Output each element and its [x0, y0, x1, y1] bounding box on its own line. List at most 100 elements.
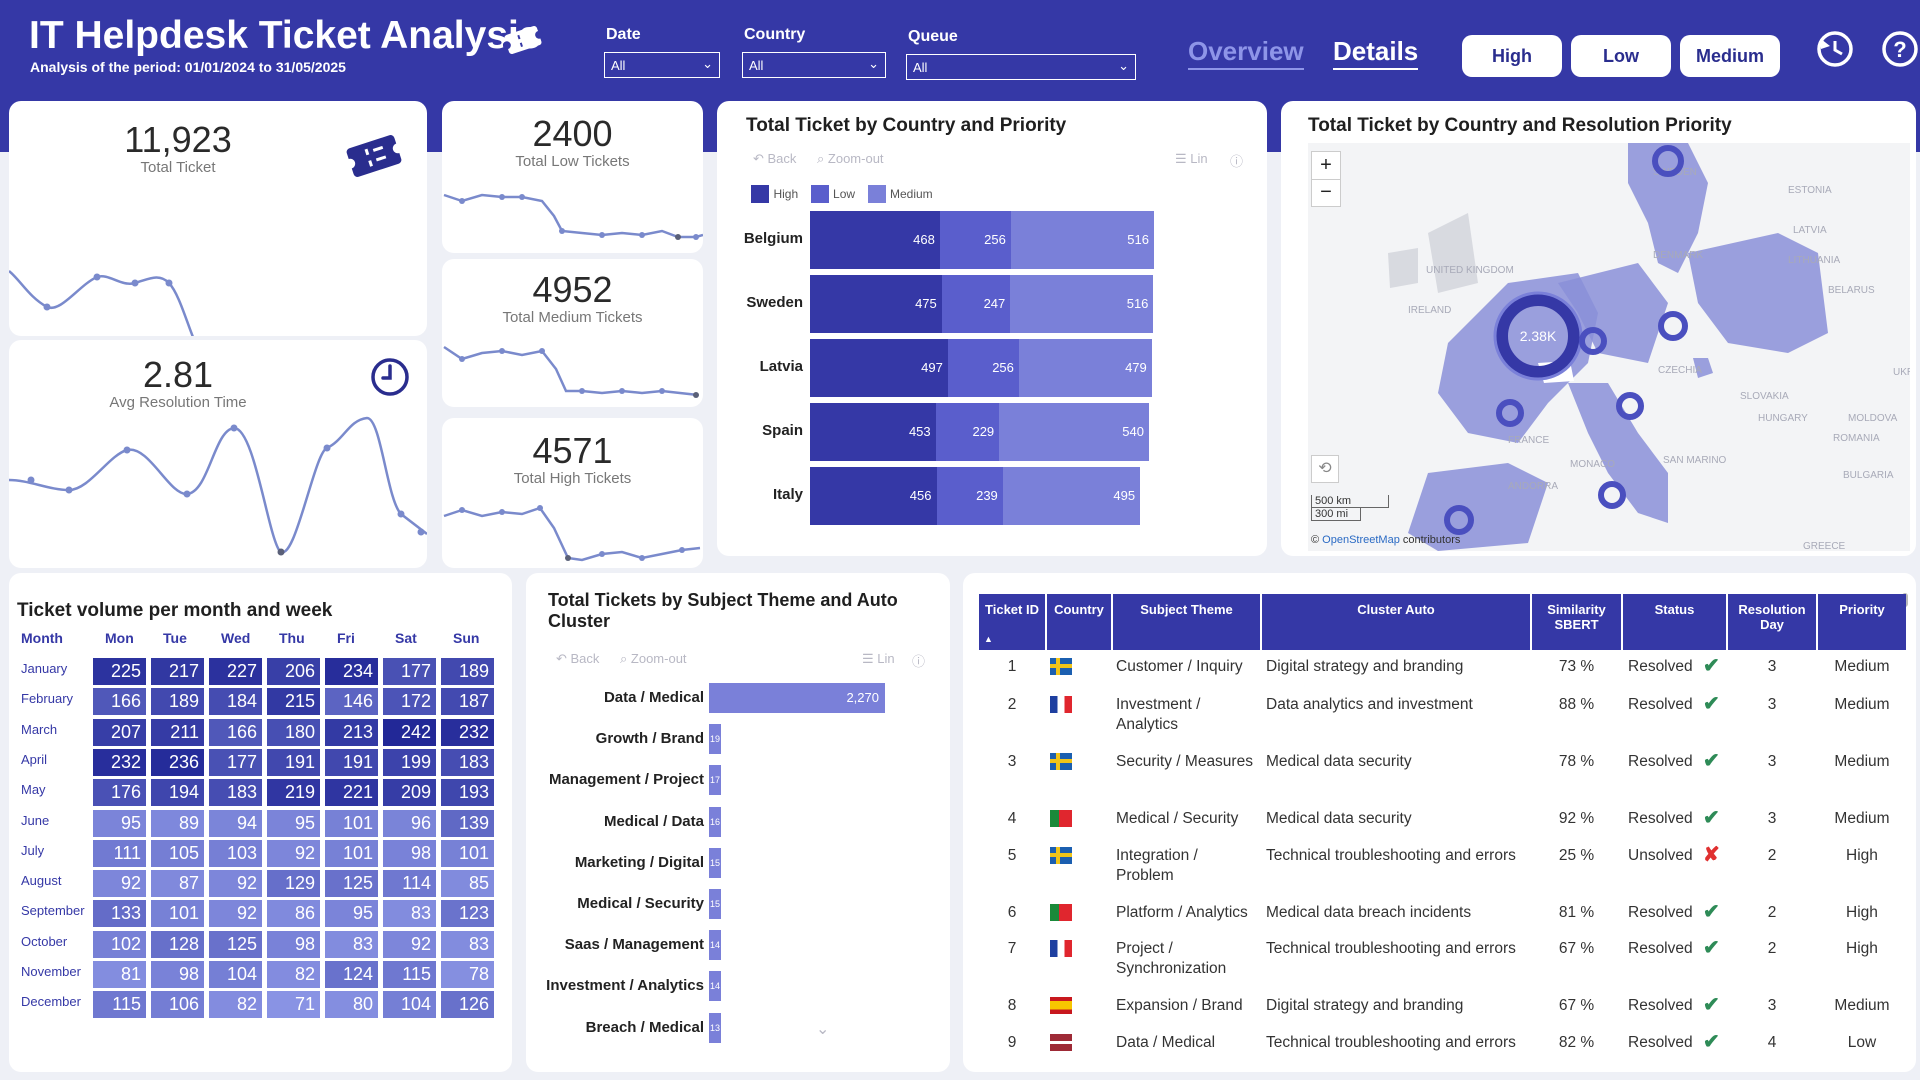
- linear-scale-toggle[interactable]: ☰ Lin: [862, 651, 895, 666]
- heatmap-cell[interactable]: 102: [93, 930, 146, 958]
- heatmap-cell[interactable]: 95: [325, 900, 378, 928]
- column-header[interactable]: Priority: [1818, 594, 1906, 650]
- map-reset-icon[interactable]: ⟲: [1311, 455, 1339, 483]
- heatmap-cell[interactable]: 98: [383, 839, 436, 867]
- heatmap-cell[interactable]: 104: [209, 961, 262, 988]
- heatmap-cell[interactable]: 92: [209, 870, 262, 898]
- heatmap-cell[interactable]: 176: [93, 779, 146, 807]
- heatmap-cell[interactable]: 209: [383, 779, 436, 807]
- heatmap-cell[interactable]: 82: [209, 991, 262, 1019]
- heatmap-cell[interactable]: 103: [209, 839, 262, 867]
- heatmap-cell[interactable]: 217: [151, 658, 204, 685]
- heatmap-cell[interactable]: 177: [209, 748, 262, 776]
- heatmap-cell[interactable]: 191: [325, 748, 378, 776]
- heatmap-cell[interactable]: 234: [325, 658, 378, 685]
- heatmap-cell[interactable]: 213: [325, 718, 378, 746]
- heatmap-cell[interactable]: 191: [267, 748, 320, 776]
- subject-bar[interactable]: 19: [709, 724, 721, 755]
- heatmap-cell[interactable]: 193: [441, 779, 494, 807]
- bar-high[interactable]: 453: [810, 403, 936, 461]
- help-icon[interactable]: ?: [1880, 29, 1920, 69]
- column-header[interactable]: Subject Theme: [1113, 594, 1260, 650]
- heatmap-cell[interactable]: 114: [383, 870, 436, 898]
- heatmap-cell[interactable]: 92: [209, 900, 262, 928]
- heatmap-cell[interactable]: 71: [267, 991, 320, 1019]
- bar-medium[interactable]: 540: [999, 403, 1149, 461]
- bar-high[interactable]: 456: [810, 467, 937, 525]
- heatmap-cell[interactable]: 232: [93, 748, 146, 776]
- bar-low[interactable]: 247: [941, 275, 1011, 333]
- info-icon[interactable]: ⓘ: [912, 654, 926, 669]
- heatmap-cell[interactable]: 225: [93, 658, 146, 685]
- heatmap-cell[interactable]: 111: [93, 839, 146, 867]
- heatmap-cell[interactable]: 183: [441, 748, 494, 776]
- subject-bar[interactable]: 13: [709, 1012, 721, 1043]
- heatmap-cell[interactable]: 206: [267, 658, 320, 685]
- heatmap-cell[interactable]: 83: [383, 900, 436, 928]
- heatmap-cell[interactable]: 101: [151, 900, 204, 928]
- heatmap-cell[interactable]: 83: [325, 930, 378, 958]
- heatmap-cell[interactable]: 242: [383, 718, 436, 746]
- bar-high[interactable]: 475: [810, 275, 942, 333]
- zoom-out-button[interactable]: ⌕ Zoom-out: [817, 151, 884, 166]
- subject-bar[interactable]: 2,270: [709, 683, 885, 713]
- priority-medium-button[interactable]: Medium: [1680, 35, 1780, 77]
- heatmap-cell[interactable]: 104: [383, 991, 436, 1019]
- heatmap-cell[interactable]: 87: [151, 870, 204, 898]
- heatmap-cell[interactable]: 81: [93, 961, 146, 988]
- map-zoom-out-button[interactable]: −: [1320, 181, 1332, 203]
- openstreetmap-link[interactable]: OpenStreetMap: [1322, 534, 1400, 546]
- heatmap-cell[interactable]: 82: [267, 961, 320, 988]
- heatmap-cell[interactable]: 128: [151, 930, 204, 958]
- subject-bar[interactable]: 17: [709, 765, 721, 796]
- bar-high[interactable]: 497: [810, 339, 948, 397]
- tab-overview[interactable]: Overview: [1188, 36, 1304, 70]
- column-header[interactable]: Similarity SBERT: [1532, 594, 1621, 650]
- heatmap-cell[interactable]: 101: [325, 839, 378, 867]
- bar-high[interactable]: 468: [810, 211, 940, 269]
- heatmap-cell[interactable]: 129: [267, 870, 320, 898]
- heatmap-cell[interactable]: 139: [441, 809, 494, 837]
- priority-high-button[interactable]: High: [1462, 35, 1562, 77]
- heatmap-cell[interactable]: 166: [209, 718, 262, 746]
- subject-bar[interactable]: 16: [709, 806, 721, 837]
- heatmap-cell[interactable]: 123: [441, 900, 494, 928]
- heatmap-cell[interactable]: 96: [383, 809, 436, 837]
- heatmap-cell[interactable]: 199: [383, 748, 436, 776]
- heatmap-cell[interactable]: 166: [93, 688, 146, 716]
- info-icon[interactable]: ⓘ: [1230, 154, 1244, 169]
- heatmap-cell[interactable]: 125: [325, 870, 378, 898]
- bar-low[interactable]: 256: [947, 339, 1019, 397]
- heatmap-cell[interactable]: 83: [441, 930, 494, 958]
- subject-bar[interactable]: 14: [709, 930, 721, 961]
- heatmap-cell[interactable]: 124: [325, 961, 378, 988]
- map-zoom-in-button[interactable]: +: [1312, 152, 1340, 180]
- date-filter-dropdown[interactable]: All ⌄: [604, 52, 720, 78]
- heatmap-cell[interactable]: 177: [383, 658, 436, 685]
- heatmap-cell[interactable]: 86: [267, 900, 320, 928]
- heatmap-cell[interactable]: 115: [93, 991, 146, 1019]
- country-filter-dropdown[interactable]: All ⌄: [742, 52, 886, 78]
- zoom-out-button[interactable]: ⌕ Zoom-out: [620, 651, 687, 666]
- heatmap-cell[interactable]: 106: [151, 991, 204, 1019]
- bar-medium[interactable]: 479: [1018, 339, 1152, 397]
- heatmap-cell[interactable]: 89: [151, 809, 204, 837]
- bar-low[interactable]: 239: [936, 467, 1003, 525]
- heatmap-cell[interactable]: 183: [209, 779, 262, 807]
- heatmap-cell[interactable]: 94: [209, 809, 262, 837]
- tab-details[interactable]: Details: [1333, 36, 1419, 70]
- heatmap-cell[interactable]: 236: [151, 748, 204, 776]
- heatmap-cell[interactable]: 95: [93, 809, 146, 837]
- heatmap-cell[interactable]: 95: [267, 809, 320, 837]
- heatmap-cell[interactable]: 189: [151, 688, 204, 716]
- subject-bar[interactable]: 15: [709, 847, 721, 878]
- bar-medium[interactable]: 516: [1010, 275, 1154, 333]
- linear-scale-toggle[interactable]: ☰ Lin: [1175, 151, 1208, 166]
- bar-low[interactable]: 229: [935, 403, 1000, 461]
- column-header[interactable]: Cluster Auto: [1262, 594, 1530, 650]
- column-header[interactable]: Resolution Day: [1728, 594, 1816, 650]
- heatmap-cell[interactable]: 98: [267, 930, 320, 958]
- subject-bar[interactable]: 15: [709, 889, 721, 919]
- sort-ascending-icon[interactable]: ▲: [984, 634, 993, 644]
- heatmap-cell[interactable]: 187: [441, 688, 494, 716]
